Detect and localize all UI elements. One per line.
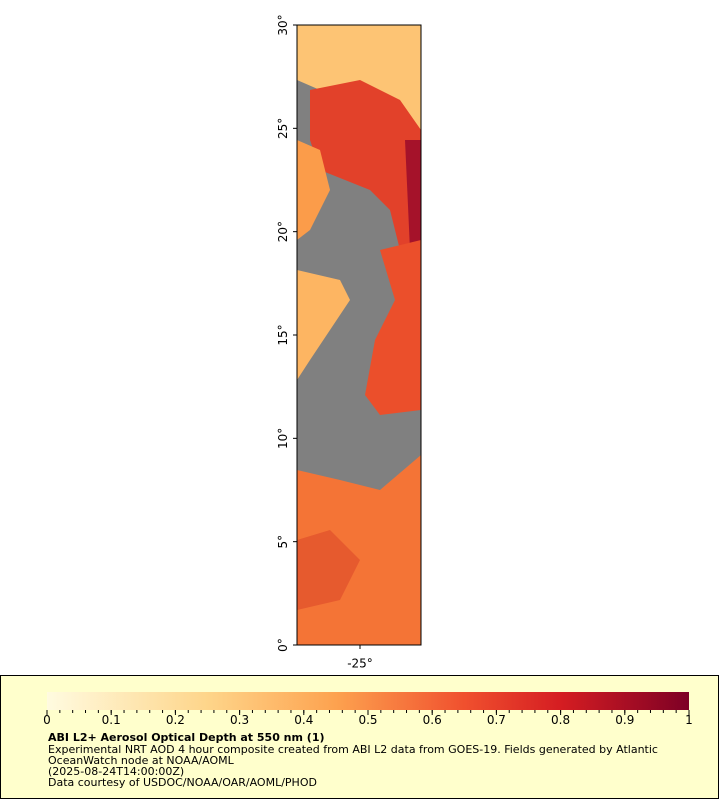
y-tick-label: 5° xyxy=(276,535,290,549)
aod-region xyxy=(297,140,330,240)
y-tick-label: 30° xyxy=(276,14,290,35)
aod-region xyxy=(297,270,350,380)
y-tick-label: 20° xyxy=(276,221,290,242)
colorbar-tick-label: 0.6 xyxy=(423,713,442,727)
colorbar-tick-label: 0.9 xyxy=(615,713,634,727)
aod-region xyxy=(297,530,360,610)
colorbar-tick-label: 0.7 xyxy=(487,713,506,727)
colorbar-tick-label: 0.8 xyxy=(551,713,570,727)
x-tick-label: -25° xyxy=(347,657,373,671)
legend-line: Data courtesy of USDOC/NOAA/OAR/AOML/PHO… xyxy=(48,776,317,789)
colorbar-tick-label: 0.2 xyxy=(166,713,185,727)
colorbar-tick-label: 0.1 xyxy=(102,713,121,727)
legend-title: ABI L2+ Aerosol Optical Depth at 550 nm … xyxy=(48,731,325,744)
y-tick-label: 0° xyxy=(276,638,290,652)
colorbar-tick-label: 1 xyxy=(685,713,693,727)
colorbar-tick-label: 0.5 xyxy=(358,713,377,727)
colorbar-tick-label: 0 xyxy=(43,713,51,727)
colorbar-tick-label: 0.3 xyxy=(230,713,249,727)
y-tick-label: 15° xyxy=(276,324,290,345)
colorbar xyxy=(47,692,689,710)
aod-region xyxy=(310,80,421,260)
map: -25° xyxy=(296,24,422,671)
y-tick-label: 10° xyxy=(276,428,290,449)
y-tick-label: 25° xyxy=(276,118,290,139)
legend-line: OceanWatch node at NOAA/AOML xyxy=(48,754,235,767)
colorbar-tick-label: 0.4 xyxy=(294,713,313,727)
aod-region xyxy=(365,240,421,415)
legend-line: Experimental NRT AOD 4 hour composite cr… xyxy=(48,743,658,756)
legend-line: (2025-08-24T14:00:00Z) xyxy=(48,765,184,778)
